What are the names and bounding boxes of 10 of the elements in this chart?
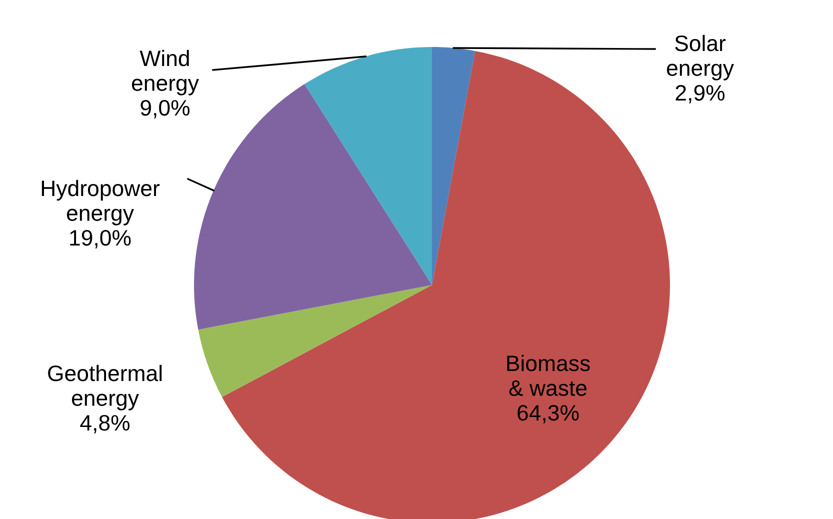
slice-label: Wind energy: [132, 50, 199, 96]
data-label: 2,9%: [676, 84, 725, 104]
slice-label: Geothermal energy: [48, 364, 162, 410]
slice-label: Biomass & waste: [507, 354, 590, 396]
data-label: 9,0%: [140, 100, 190, 118]
data-label: 19,0%: [70, 230, 131, 248]
slice-label: Hydropower energy: [42, 180, 160, 226]
data-label: 64,3%: [518, 404, 579, 424]
data-label: 4,8%: [80, 414, 130, 434]
slice-label: Solar energy: [666, 34, 734, 80]
